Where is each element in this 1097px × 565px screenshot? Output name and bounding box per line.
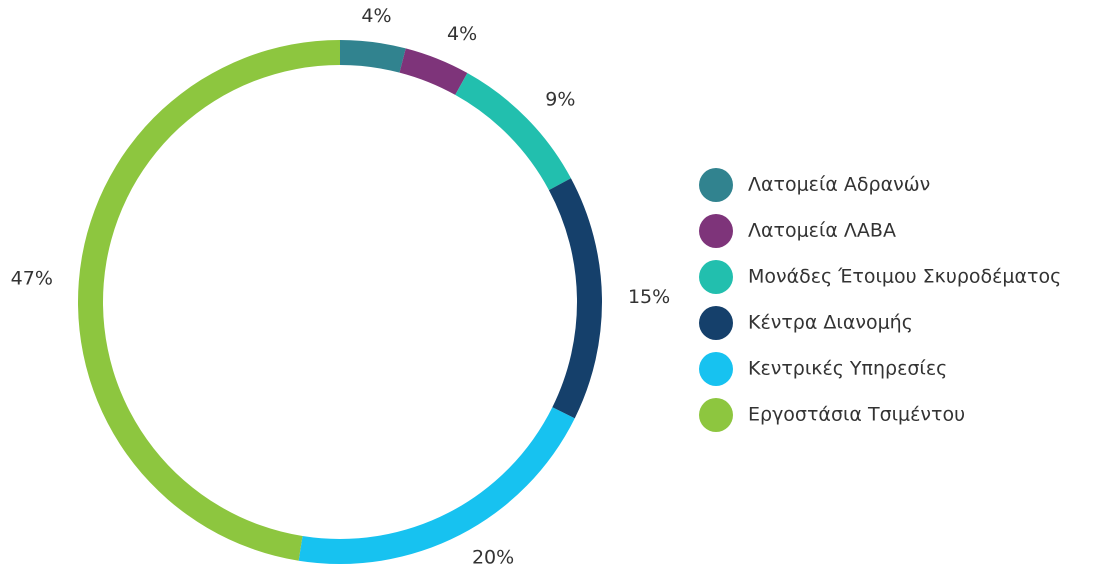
legend-swatch [699,260,733,294]
donut-segment [298,407,575,564]
legend-swatch [699,352,733,386]
legend-label: Κεντρικές Υπηρεσίες [748,358,947,380]
data-label: 20% [472,546,514,565]
legend-swatch [699,168,733,202]
donut-segment [399,48,468,95]
data-label: 4% [361,5,391,27]
data-label: 9% [545,88,575,110]
donut-segment [340,40,406,73]
legend-label: Μονάδες Έτοιμου Σκυροδέματος [748,266,1061,288]
legend-label: Κέντρα Διανομής [748,312,913,334]
donut-segment [455,73,571,191]
legend-swatch [699,214,733,248]
legend-swatch [699,306,733,340]
data-label: 15% [628,286,670,308]
data-label: 47% [11,268,53,290]
donut-segment [548,178,602,419]
legend-label: Λατομεία ΛΑΒΑ [748,220,896,242]
donut-segment [77,40,340,561]
legend-swatch [699,398,733,432]
data-label: 4% [447,23,477,45]
legend-label: Εργοστάσια Τσιμέντου [748,404,965,426]
legend-label: Λατομεία Αδρανών [748,174,930,196]
